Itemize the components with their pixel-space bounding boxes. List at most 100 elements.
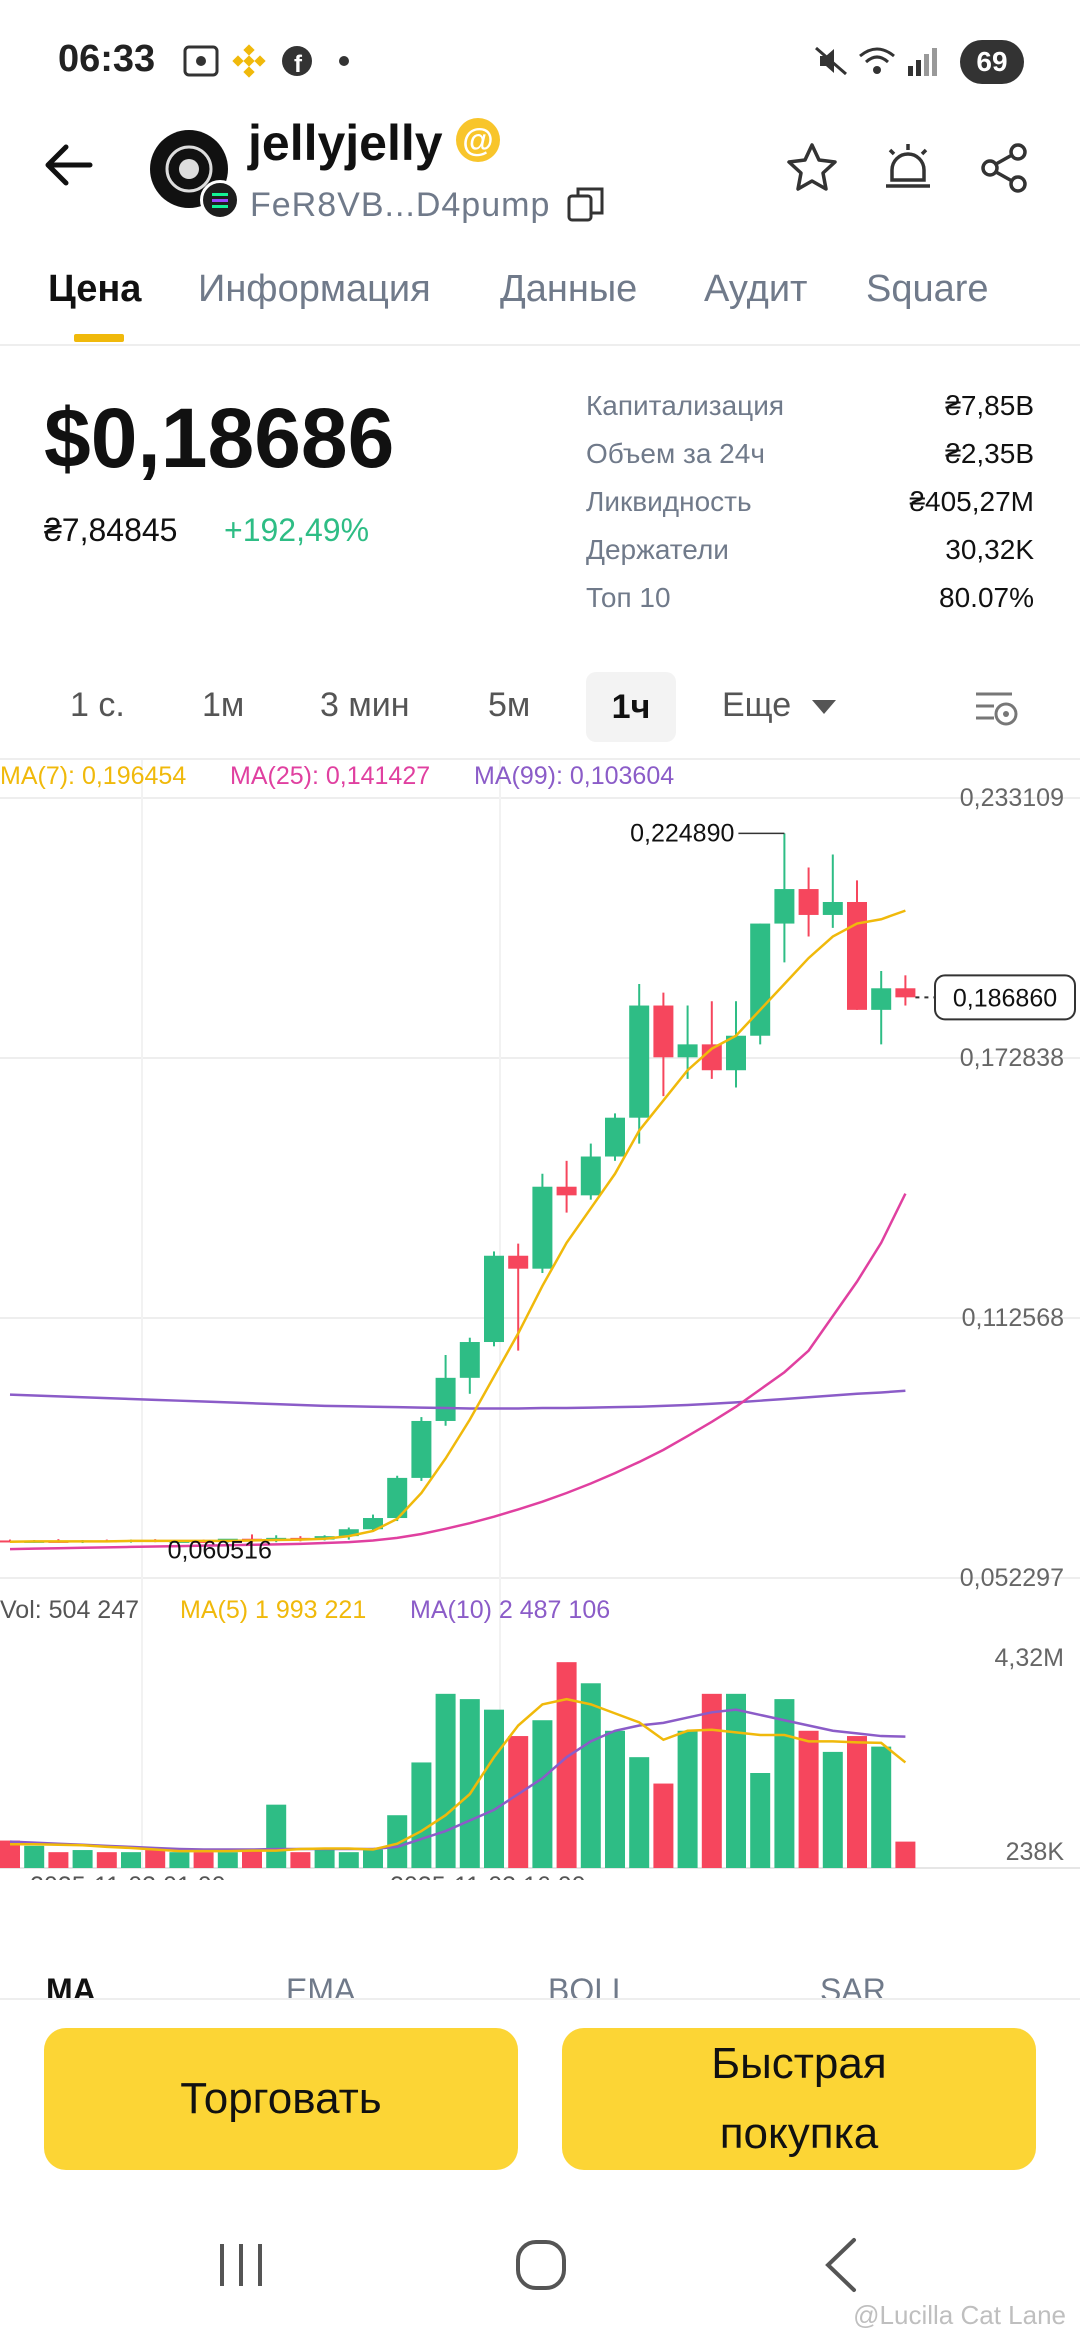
- stat-label-volume: Объем за 24ч: [586, 438, 765, 469]
- interval-1h[interactable]: 1ч: [586, 672, 676, 742]
- token-name: jellyjelly: [248, 115, 443, 171]
- stat-value-volume: ₴2,35B: [945, 438, 1034, 469]
- home-icon[interactable]: [506, 2230, 576, 2300]
- volume-bar: [774, 1699, 795, 1868]
- interval-1s[interactable]: 1 с.: [70, 686, 125, 724]
- quick-buy-button[interactable]: Быстрая покупка: [562, 2028, 1036, 2170]
- tabs-divider: [0, 344, 1080, 346]
- battery-indicator: 69: [960, 40, 1024, 84]
- mute-icon: [815, 46, 847, 76]
- volume-bar: [121, 1852, 141, 1868]
- volume-bar: [411, 1762, 432, 1868]
- volume-bar: [895, 1841, 916, 1868]
- volume-bar: [290, 1852, 311, 1868]
- ma25-line: [9, 1193, 907, 1551]
- y-tick-4: 0,052297: [960, 1564, 1064, 1592]
- candle-body: [629, 1005, 650, 1118]
- candle-body: [871, 988, 892, 1010]
- volume-bar: [871, 1746, 892, 1868]
- y-tick-1: 0,233109: [960, 784, 1064, 812]
- solana-chain-badge: [200, 180, 240, 220]
- candle-body: [798, 889, 819, 915]
- price-uah: ₴7,84845: [44, 512, 178, 548]
- share-icon[interactable]: [976, 140, 1032, 196]
- y-tick-3: 0,112568: [962, 1304, 1064, 1332]
- volume-legend: Vol: 504 247: [0, 1596, 139, 1624]
- candle-body: [677, 1044, 698, 1058]
- last-price-box: [934, 974, 1076, 1021]
- volume-bar: [96, 1852, 117, 1868]
- interval-more[interactable]: Еще: [722, 686, 792, 724]
- candle-body: [847, 902, 867, 1010]
- active-tab-indicator: [74, 334, 124, 342]
- stat-label-mcap: Капитализация: [586, 390, 784, 421]
- trade-button[interactable]: Торговать: [44, 2028, 518, 2170]
- back-arrow-icon[interactable]: [40, 140, 100, 190]
- volume-bar: [798, 1730, 819, 1868]
- volume-bar: [508, 1736, 529, 1868]
- token-address: FeR8VB...D4pump: [250, 186, 551, 224]
- candle-body: [774, 889, 795, 924]
- volume-ma10-line: [9, 1708, 906, 1851]
- chart-settings-icon[interactable]: [972, 686, 1020, 730]
- back-nav-icon[interactable]: [808, 2230, 878, 2300]
- facebook-icon: f: [282, 46, 312, 78]
- solana-icon: [212, 193, 228, 208]
- candle-body: [750, 923, 771, 1036]
- candle-body: [338, 1529, 359, 1537]
- high-price-label: 0,224890: [630, 819, 734, 847]
- volume-bar: [532, 1720, 553, 1868]
- volume-bar: [822, 1751, 843, 1868]
- volume-bar: [338, 1852, 359, 1868]
- quick-buy-label-line1: Быстрая: [711, 2039, 887, 2088]
- volume-bar: [193, 1852, 214, 1868]
- candle-body: [701, 1044, 722, 1071]
- volume-bar: [726, 1693, 746, 1868]
- volume-bar: [847, 1736, 867, 1868]
- volume-ma5-line: [10, 1697, 907, 1853]
- price-chart[interactable]: MA(7): 0,196454 MA(25): 0,141427 MA(99):…: [0, 760, 1080, 1880]
- stat-label-holders: Держатели: [586, 534, 729, 565]
- candle-body: [726, 1035, 746, 1071]
- candle-body: [580, 1156, 601, 1196]
- interval-3m[interactable]: 3 мин: [320, 686, 410, 724]
- last-price-label: 0,186860: [953, 984, 1057, 1012]
- quick-buy-label-line2: покупка: [719, 2109, 879, 2158]
- recent-apps-icon[interactable]: [206, 2230, 276, 2300]
- volume-bar: [72, 1850, 93, 1868]
- volume-bar: [145, 1850, 166, 1868]
- low-price-label: 0,060516: [168, 1537, 272, 1565]
- legend-ma99: MA(99): 0,103604: [474, 762, 674, 790]
- stat-label-liquidity: Ликвидность: [586, 486, 752, 517]
- volume-bar: [169, 1852, 190, 1868]
- candle-body: [895, 988, 916, 998]
- interval-1m[interactable]: 1м: [202, 686, 245, 724]
- trade-button-label: Торговать: [180, 2074, 382, 2123]
- candle-body: [508, 1255, 529, 1269]
- price-alert-icon[interactable]: [880, 140, 936, 196]
- copy-icon[interactable]: [566, 184, 606, 224]
- tab-audit[interactable]: Аудит: [704, 268, 808, 310]
- star-icon[interactable]: [784, 140, 840, 196]
- tab-info[interactable]: Информация: [198, 268, 431, 310]
- signal-icon: [908, 48, 937, 76]
- stat-value-top10: 80.07%: [939, 582, 1034, 613]
- x-tick-2: 2025-11-03 16:00: [390, 1872, 586, 1880]
- tab-price[interactable]: Цена: [48, 268, 142, 310]
- candle-body: [556, 1186, 577, 1196]
- volume-bar: [484, 1709, 504, 1868]
- watermark-text: @Lucilla Cat Lane: [853, 2300, 1066, 2330]
- token-logo-icon: [165, 145, 213, 193]
- tab-data[interactable]: Данные: [500, 268, 638, 310]
- tab-square[interactable]: Square: [866, 268, 989, 310]
- legend-ma25: MA(25): 0,141427: [230, 762, 430, 790]
- volume-bar: [677, 1730, 698, 1868]
- stat-value-liquidity: ₴405,27M: [909, 486, 1034, 517]
- candle-body: [653, 1005, 674, 1058]
- candle-body: [435, 1377, 456, 1421]
- candle-body: [532, 1186, 553, 1269]
- volume-bar: [48, 1852, 69, 1868]
- interval-5m[interactable]: 5м: [488, 686, 531, 724]
- candle-body: [822, 902, 843, 915]
- volume-bar: [242, 1849, 262, 1868]
